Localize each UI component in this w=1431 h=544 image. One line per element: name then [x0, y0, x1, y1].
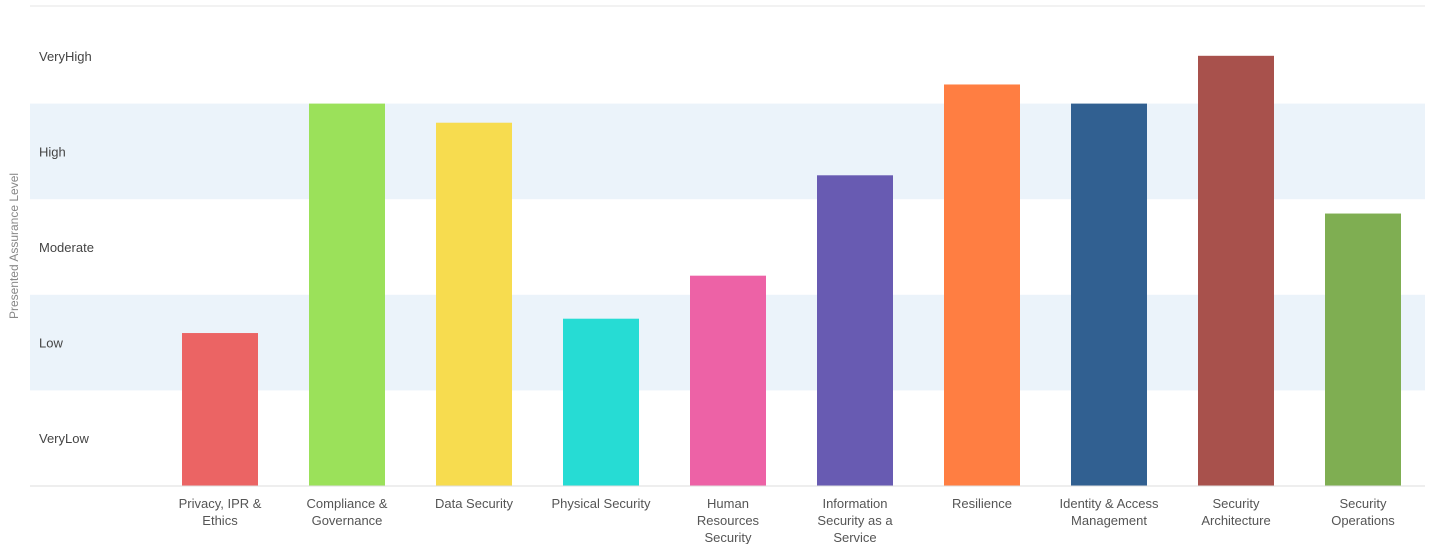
level-label: VeryHigh — [39, 49, 92, 64]
category-label: Physical Security — [552, 496, 651, 511]
category-label: Security Operations — [1331, 496, 1395, 528]
bar[interactable] — [1198, 55, 1274, 487]
bar[interactable] — [1071, 103, 1147, 486]
level-band — [30, 103, 1425, 200]
category-label: Resilience — [952, 496, 1012, 511]
level-label: Low — [39, 336, 63, 351]
category-label: Compliance & Governance — [307, 496, 388, 528]
bar[interactable] — [1325, 213, 1401, 487]
bar[interactable] — [563, 318, 639, 486]
category-label: Privacy, IPR & Ethics — [179, 496, 262, 528]
level-label: High — [39, 144, 66, 159]
category-label: Information Security as a Service — [817, 496, 893, 544]
level-label: VeryLow — [39, 431, 89, 446]
bar[interactable] — [944, 84, 1020, 486]
level-label: Moderate — [39, 240, 94, 255]
bar[interactable] — [182, 333, 258, 486]
category-label: Security Architecture — [1201, 496, 1270, 528]
bar[interactable] — [309, 103, 385, 486]
bars — [182, 55, 1401, 487]
category-label: Human Resources Security — [697, 496, 760, 544]
bar[interactable] — [436, 122, 512, 486]
category-labels: Privacy, IPR & Ethics Compliance & Governan… — [179, 496, 1396, 544]
category-label: Data Security — [435, 496, 514, 511]
bar[interactable] — [817, 175, 893, 487]
y-axis-label: Presented Assurance Level — [7, 173, 21, 319]
bar[interactable] — [690, 275, 766, 486]
level-labels: VeryLow Low Moderate High VeryHigh — [39, 49, 94, 446]
category-label: Identity & Access Management — [1060, 496, 1159, 528]
